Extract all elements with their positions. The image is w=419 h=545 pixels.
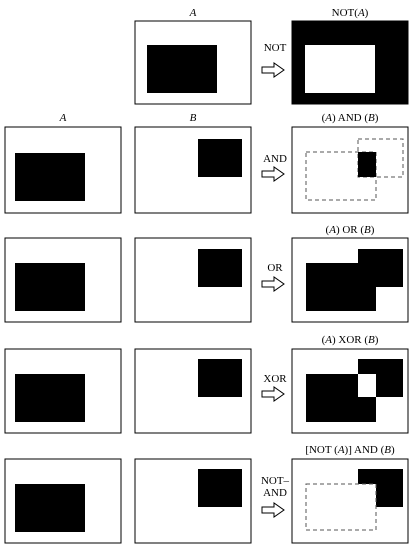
operator-label-not: NOT [263,42,287,54]
image-a-square [15,153,85,201]
title-part: ( [325,224,330,236]
title-part: B [364,224,371,236]
title-part: ) [370,224,375,236]
image-b-square [198,469,242,507]
row-and [4,126,409,214]
image-a-square [15,484,85,532]
title-part: ) [374,334,379,346]
result-frame [291,126,409,214]
arrow-icon [261,502,285,518]
result-a-outline [305,483,377,531]
image-b-square [198,139,242,177]
title-part: A [329,224,336,236]
title-part: ( [321,112,326,124]
title-part: [NOT ( [305,444,338,456]
operator-label-xor: XOR [263,373,287,385]
image-b-square [198,249,242,287]
image-a-square [15,263,85,311]
result-title-not-and: [NOT (A)] AND (B) [288,444,412,456]
operator-label-and: AND [263,153,287,165]
result-title-not: NOT(A) [292,7,408,19]
header-a-left: A [59,112,67,124]
title-part: A [357,7,365,19]
header-b-left: B [189,112,197,124]
result-intersection [358,152,376,177]
title-part: )] AND ( [344,444,385,456]
result-b-square [358,249,403,287]
title-part: A [325,112,332,124]
arrow-icon [261,276,285,292]
title-part: A [325,334,332,346]
operator-label-or: OR [267,262,283,274]
header-a-top: A [189,7,197,19]
title-part: B [368,334,375,346]
image-a-square [15,374,85,422]
arrow-icon [261,386,285,402]
result-title-or: (A) OR (B) [292,224,408,236]
title-part: ) XOR ( [331,334,369,346]
title-part: ) AND ( [331,112,369,124]
title-part: B [384,444,391,456]
operator-label-not-and-line1: NOT– [260,475,290,487]
arrow-icon [261,62,285,78]
title-part: ) [391,444,395,456]
title-part: ) OR ( [335,224,365,236]
image-a-square [147,45,217,93]
result-overlap-hole [358,374,376,397]
row-xor [4,348,409,434]
title-part: NOT( [331,7,358,19]
row-or [4,237,409,323]
title-part: ) [364,7,369,19]
title-part: ) [374,112,379,124]
result-title-xor: (A) XOR (B) [292,334,408,346]
arrow-icon [261,166,285,182]
result-title-and: (A) AND (B) [292,112,408,124]
operator-label-not-and-line2: AND [263,487,287,499]
title-part: A [337,444,345,456]
result-hole [305,45,375,93]
row-not-and [4,458,409,544]
image-b-square [198,359,242,397]
title-part: ( [321,334,326,346]
title-part: B [368,112,375,124]
row-not [134,20,409,105]
